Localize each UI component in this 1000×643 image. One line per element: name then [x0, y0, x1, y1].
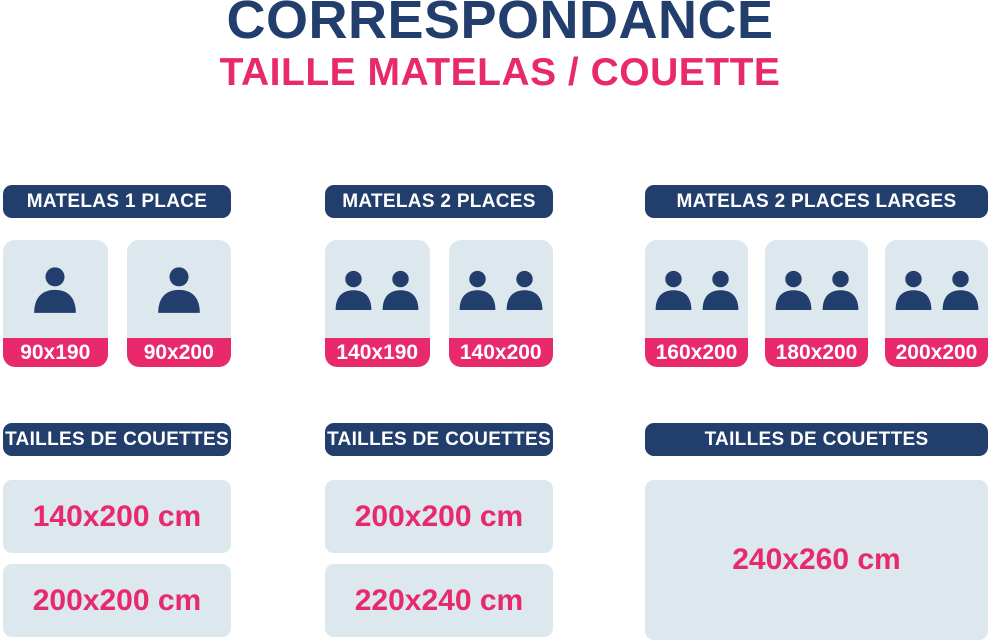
mattress-size-badge: 160x200	[645, 338, 748, 367]
mattress-card: 180x200	[765, 240, 868, 367]
person-icon	[459, 270, 496, 310]
mattress-size-badge: 180x200	[765, 338, 868, 367]
column-header-banner: MATELAS 2 PLACES	[325, 185, 553, 218]
duvet-header-banner: TAILLES DE COUETTES	[325, 423, 553, 456]
mattress-cards-row: 160x200 180x200 200x200	[645, 240, 988, 367]
mattress-occupancy	[325, 240, 430, 338]
person-icon	[335, 270, 372, 310]
person-icon	[822, 270, 858, 310]
person-icon	[895, 270, 931, 310]
mattress-cards-row: 140x190 140x200	[325, 240, 553, 367]
mattress-size-badge: 90x190	[3, 338, 108, 367]
duvet-size-box: 200x200 cm	[325, 480, 553, 553]
person-icon	[655, 270, 691, 310]
mattress-occupancy	[645, 240, 748, 338]
column-matelas-2-places: MATELAS 2 PLACES 140x190 140x200 TAILLES…	[325, 185, 553, 637]
person-icon	[942, 270, 978, 310]
mattress-card: 200x200	[885, 240, 988, 367]
mattress-size-badge: 90x200	[126, 338, 231, 367]
duvet-size-box: 220x240 cm	[325, 564, 553, 637]
mattress-size-badge: 140x200	[448, 338, 553, 367]
person-icon	[34, 267, 77, 313]
mattress-card: 90x190	[3, 240, 108, 367]
duvet-header-banner: TAILLES DE COUETTES	[3, 423, 231, 456]
person-icon	[775, 270, 811, 310]
mattress-occupancy	[449, 240, 554, 338]
page-title: CORRESPONDANCE	[226, 0, 774, 50]
mattress-card: 140x200	[448, 240, 554, 367]
column-header-banner: MATELAS 2 PLACES LARGES	[645, 185, 988, 218]
duvet-size-box: 140x200 cm	[3, 480, 231, 553]
column-matelas-2-places-larges: MATELAS 2 PLACES LARGES 160x200 180x200	[645, 185, 988, 640]
mattress-card: 140x190	[325, 240, 430, 367]
column-header-banner: MATELAS 1 PLACE	[3, 185, 231, 218]
mattress-cards-row: 90x190 90x200	[3, 240, 231, 367]
duvet-size-boxes: 240x260 cm	[645, 480, 988, 640]
person-icon	[157, 267, 200, 313]
page-subtitle: TAILLE MATELAS / COUETTE	[219, 51, 781, 94]
person-icon	[506, 270, 543, 310]
mattress-card: 160x200	[645, 240, 748, 367]
duvet-size-boxes: 200x200 cm 220x240 cm	[325, 480, 553, 637]
mattress-size-badge: 140x190	[325, 338, 430, 367]
duvet-size-boxes: 140x200 cm 200x200 cm	[3, 480, 231, 637]
mattress-occupancy	[765, 240, 868, 338]
duvet-header-banner: TAILLES DE COUETTES	[645, 423, 988, 456]
column-matelas-1-place: MATELAS 1 PLACE 90x190 90x200 TAILLES DE…	[3, 185, 231, 637]
mattress-occupancy	[885, 240, 988, 338]
duvet-size-box: 240x260 cm	[645, 480, 988, 640]
duvet-size-box: 200x200 cm	[3, 564, 231, 637]
mattress-occupancy	[127, 240, 232, 338]
mattress-occupancy	[3, 240, 108, 338]
mattress-card: 90x200	[126, 240, 232, 367]
person-icon	[702, 270, 738, 310]
mattress-size-badge: 200x200	[885, 338, 988, 367]
person-icon	[382, 270, 419, 310]
